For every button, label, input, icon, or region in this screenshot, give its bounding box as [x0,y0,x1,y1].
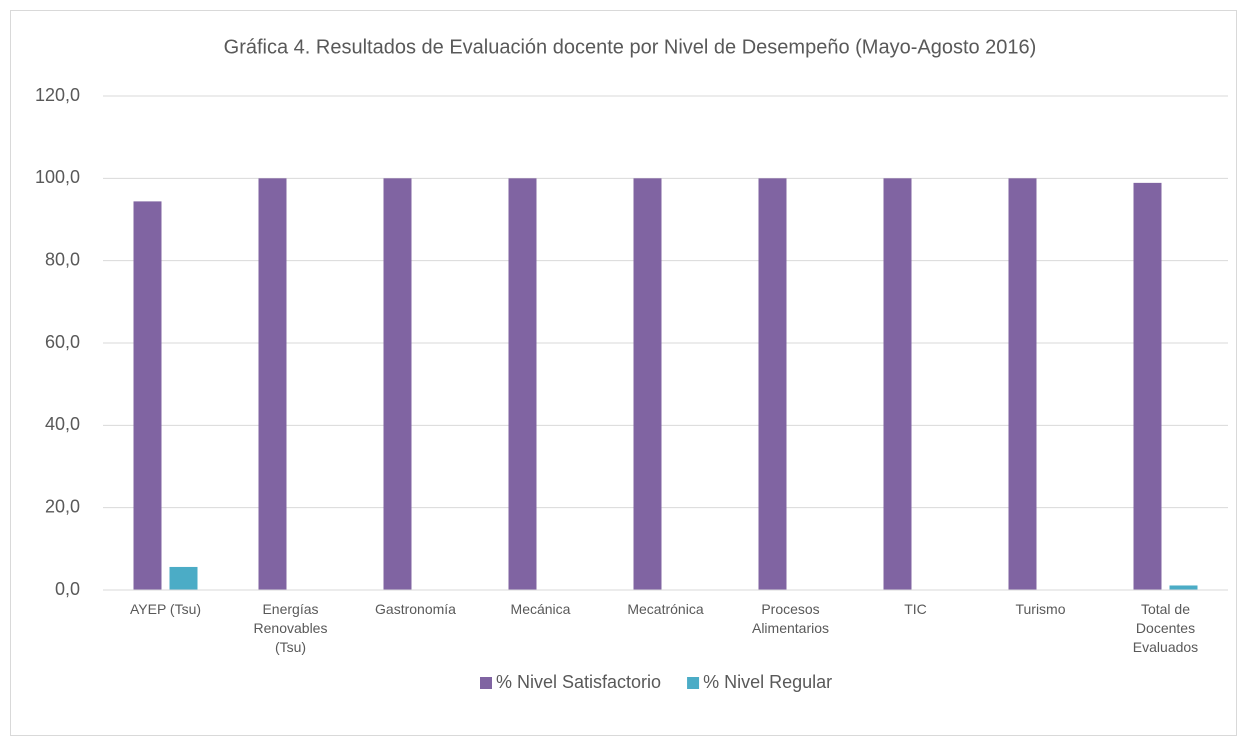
legend-swatch [687,677,700,689]
x-tick-label: Turismo [1015,601,1066,617]
x-tick-label-box: TIC [904,601,927,617]
y-tick-label: 40,0 [45,414,80,434]
legend-label: % Nivel Satisfactorio [496,672,661,692]
y-tick-label: 120,0 [35,85,80,105]
bar [883,178,912,591]
x-tick-label-box: Total de Docentes Evaluados [1132,601,1199,655]
x-tick-label: TIC [904,601,927,617]
y-tick-label: 60,0 [45,332,80,352]
x-tick-label: Total de Docentes Evaluados [1132,601,1199,655]
x-tick-label-box: Turismo [1015,601,1066,617]
bar [508,178,537,591]
bar [1133,182,1162,590]
x-tick-label-box: Energías Renovables (Tsu) [253,601,328,655]
y-tick-label: 80,0 [45,249,80,269]
y-tick-label: 20,0 [45,496,80,516]
bar [633,178,662,591]
x-tick-label-box: Procesos Alimentarios [751,601,830,636]
legend-swatch [480,677,492,689]
x-tick-label: Energías Renovables (Tsu) [253,601,328,655]
x-tick-label: Procesos Alimentarios [751,601,830,636]
bar [133,201,162,591]
bar [1169,585,1198,590]
x-tick-label: Gastronomía [375,601,456,617]
bar [383,178,412,591]
x-tick-label-box: AYEP (Tsu) [129,601,202,617]
bar [758,178,787,591]
y-tick-label: 100,0 [35,167,80,187]
x-tick-label: Mecatrónica [627,601,704,617]
x-tick-label: AYEP (Tsu) [129,601,202,617]
bar [1008,178,1037,591]
x-tick-label-box: Mecánica [510,601,571,617]
chart-title: Gráfica 4. Resultados de Evaluación doce… [224,36,1037,58]
legend-label: % Nivel Regular [703,672,832,692]
bar [169,566,198,590]
x-tick-label: Mecánica [510,601,571,617]
x-tick-label-box: Gastronomía [375,601,456,617]
x-tick-label-box: Mecatrónica [627,601,704,617]
bar [258,178,287,591]
y-tick-label: 0,0 [55,579,80,599]
